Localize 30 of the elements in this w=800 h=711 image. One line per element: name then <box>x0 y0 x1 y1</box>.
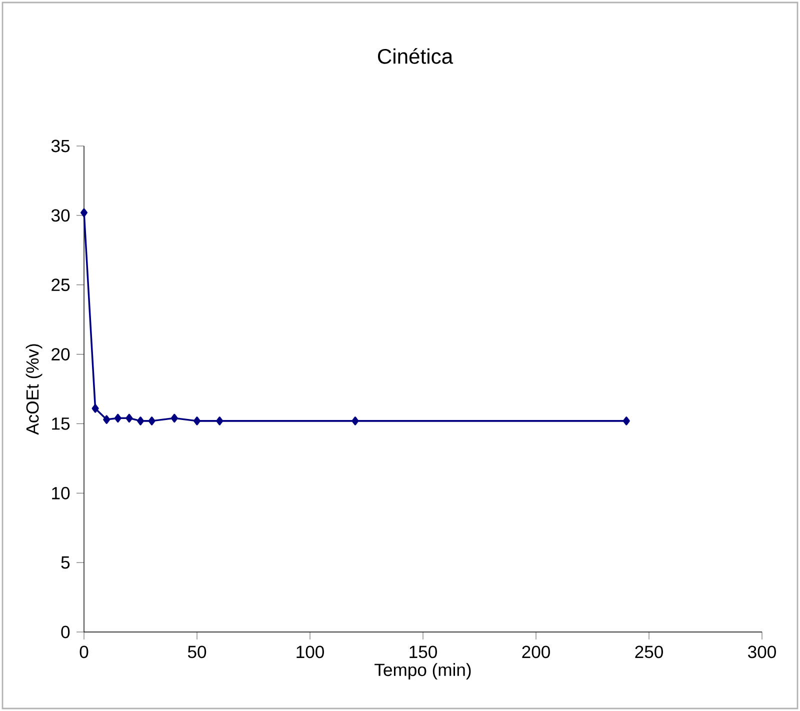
point <box>193 416 201 426</box>
point <box>114 414 122 423</box>
y-tick-label: 0 <box>61 626 70 638</box>
x-tick-label: 0 <box>80 646 88 658</box>
point <box>136 416 144 426</box>
y-tick-label: 20 <box>52 348 70 361</box>
y-tick-label: 10 <box>52 486 70 500</box>
y-tick-label: 25 <box>52 278 70 292</box>
x-tick-label: 50 <box>188 646 206 658</box>
y-tick-label: 15 <box>52 418 70 430</box>
y-tick-label: 5 <box>61 556 70 569</box>
point <box>170 414 178 423</box>
point <box>126 414 133 423</box>
chart-title: Cinética <box>378 48 454 64</box>
y-tick-label: 30 <box>51 209 70 222</box>
x-tick-label: 150 <box>410 646 437 658</box>
point <box>103 415 110 424</box>
x-tick-label: 300 <box>748 646 776 658</box>
point <box>216 416 224 426</box>
y-tick-label: 35 <box>51 140 70 152</box>
x-tick-label: 100 <box>296 646 324 658</box>
point <box>148 416 156 426</box>
x-axis-title: Tempo (min) <box>374 663 471 680</box>
point <box>622 416 630 426</box>
point <box>92 404 99 413</box>
x-tick-label: 200 <box>522 646 550 658</box>
y-axis-title: AcOEt (%v) <box>26 344 42 435</box>
x-tick-label: 250 <box>635 646 663 658</box>
point <box>80 208 88 218</box>
point <box>352 416 359 426</box>
